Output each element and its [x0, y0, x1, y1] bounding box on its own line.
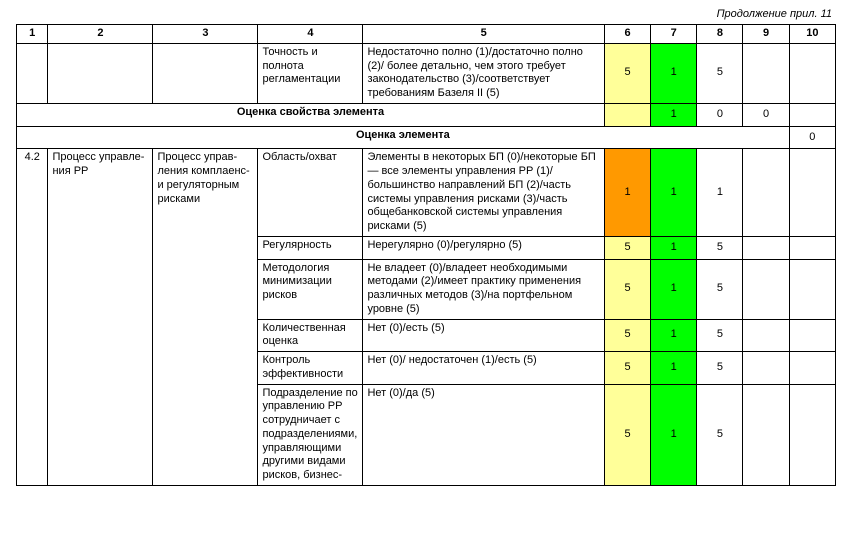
element-summary-label: Оценка элемента: [17, 126, 790, 149]
header-col-3: 3: [153, 25, 258, 44]
header-col-4: 4: [258, 25, 363, 44]
cell-scale: Недостаточно полно (1)/достаточно полно …: [363, 43, 604, 103]
header-col-10: 10: [789, 25, 835, 44]
cell-v10: [789, 319, 835, 352]
cell-v8: 0: [697, 103, 743, 126]
element-summary-row: Оценка элемента 0: [17, 126, 836, 149]
cell-num: [17, 43, 48, 103]
cell-v7: 1: [651, 259, 697, 319]
cell-v7: 1: [651, 236, 697, 259]
cell-v6: 5: [604, 259, 650, 319]
cell-v7: 1: [651, 352, 697, 385]
cell-v7: 1: [651, 319, 697, 352]
cell-v6: 5: [604, 236, 650, 259]
cell-v10: [789, 43, 835, 103]
table-row: Точность и полнота регламентации Недоста…: [17, 43, 836, 103]
cell-v7: 1: [651, 43, 697, 103]
cell-v10: 0: [789, 126, 835, 149]
cell-v10: [789, 236, 835, 259]
cell-scale: Нет (0)/да (5): [363, 384, 604, 485]
cell-scale: Нет (0)/есть (5): [363, 319, 604, 352]
cell-v8: 5: [697, 43, 743, 103]
continuation-caption: Продолжение прил. 11: [16, 6, 836, 24]
cell-col2: Процесс управле­ния РР: [48, 149, 153, 486]
cell-v7: 1: [651, 103, 697, 126]
cell-v6: 5: [604, 384, 650, 485]
cell-v8: 5: [697, 236, 743, 259]
cell-v8: 5: [697, 319, 743, 352]
cell-scale: Нет (0)/ недостаточен (1)/есть (5): [363, 352, 604, 385]
assessment-table: 1 2 3 4 5 6 7 8 9 10 Точность и полнота …: [16, 24, 836, 486]
cell-v6: 5: [604, 43, 650, 103]
header-col-1: 1: [17, 25, 48, 44]
cell-v9: 0: [743, 103, 789, 126]
cell-v9: [743, 259, 789, 319]
cell-criterion: Методология минимизации рисков: [258, 259, 363, 319]
cell-col2: [48, 43, 153, 103]
cell-v9: [743, 384, 789, 485]
cell-v6: 5: [604, 319, 650, 352]
header-col-8: 8: [697, 25, 743, 44]
cell-v7: 1: [651, 384, 697, 485]
cell-v9: [743, 236, 789, 259]
cell-v10: [789, 384, 835, 485]
cell-col3: Процесс управ­ления компла­енс- и регуля…: [153, 149, 258, 486]
header-col-5: 5: [363, 25, 604, 44]
cell-criterion: Точность и полнота регламентации: [258, 43, 363, 103]
cell-v6: [604, 103, 650, 126]
cell-v10: [789, 352, 835, 385]
cell-scale: Нерегулярно (0)/регулярно (5): [363, 236, 604, 259]
cell-v7: 1: [651, 149, 697, 237]
cell-criterion: Регулярность: [258, 236, 363, 259]
cell-col3: [153, 43, 258, 103]
cell-v8: 5: [697, 352, 743, 385]
cell-v6: 1: [604, 149, 650, 237]
cell-v10: [789, 149, 835, 237]
cell-v9: [743, 149, 789, 237]
cell-scale: Не владеет (0)/владеет необходимыми мето…: [363, 259, 604, 319]
header-col-2: 2: [48, 25, 153, 44]
cell-criterion: Количествен­ная оценка: [258, 319, 363, 352]
cell-num: 4.2: [17, 149, 48, 486]
cell-v9: [743, 43, 789, 103]
cell-v8: 1: [697, 149, 743, 237]
header-col-7: 7: [651, 25, 697, 44]
header-row: 1 2 3 4 5 6 7 8 9 10: [17, 25, 836, 44]
cell-v10: [789, 103, 835, 126]
cell-v8: 5: [697, 384, 743, 485]
header-col-9: 9: [743, 25, 789, 44]
property-summary-row: Оценка свойства элемента 1 0 0: [17, 103, 836, 126]
cell-v6: 5: [604, 352, 650, 385]
cell-criterion: Контроль эффектив­ности: [258, 352, 363, 385]
table-row: 4.2 Процесс управле­ния РР Процесс управ…: [17, 149, 836, 237]
cell-v8: 5: [697, 259, 743, 319]
property-summary-label: Оценка свойства элемента: [17, 103, 605, 126]
header-col-6: 6: [604, 25, 650, 44]
cell-criterion: Область/охват: [258, 149, 363, 237]
cell-v10: [789, 259, 835, 319]
cell-scale: Элементы в некоторых БП (0)/некото­рые Б…: [363, 149, 604, 237]
cell-criterion: Подразделение по управлению РР сотруднич…: [258, 384, 363, 485]
cell-v9: [743, 319, 789, 352]
cell-v9: [743, 352, 789, 385]
